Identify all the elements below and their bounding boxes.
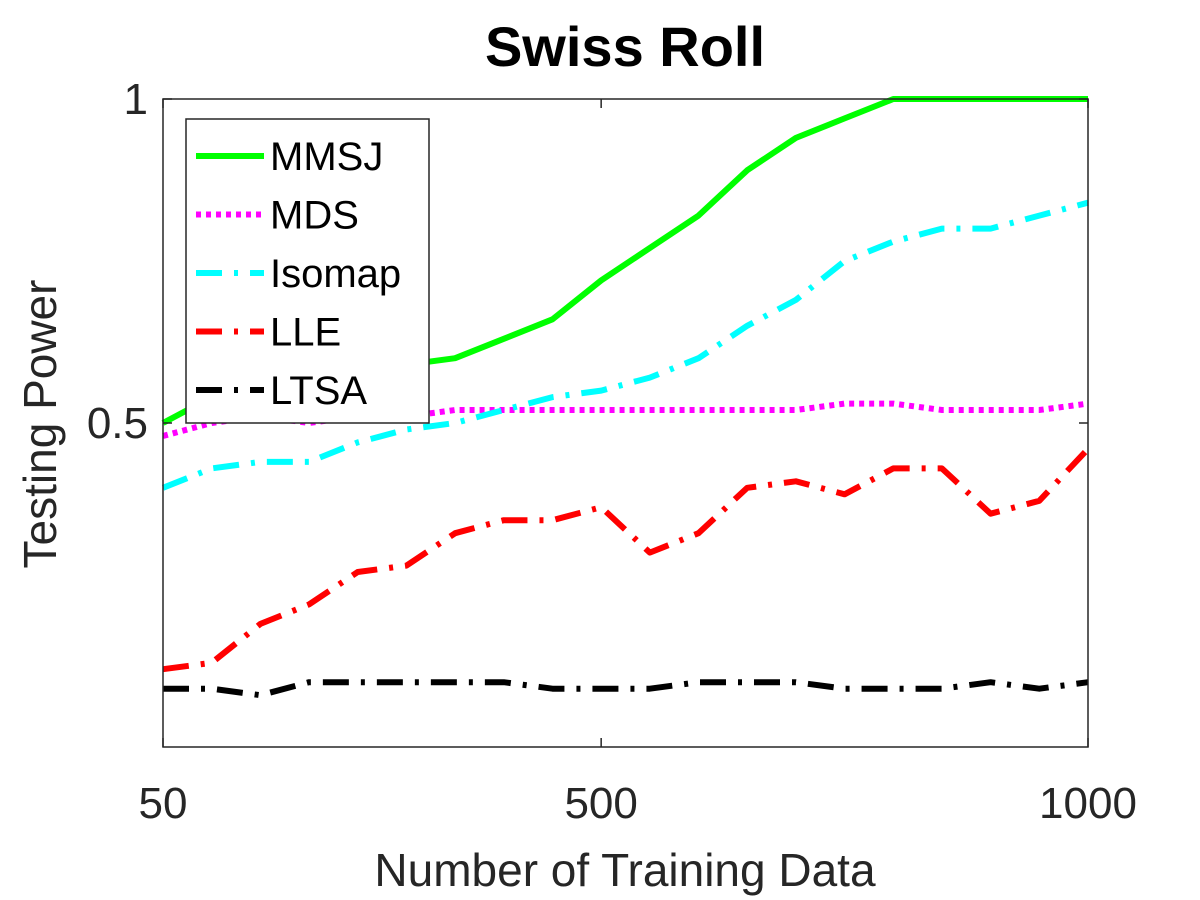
series-line-2 [161,199,1089,491]
legend-box [185,118,430,424]
legend: MMSJ MDS Isomap LLE LTSA [185,118,430,424]
x-axis-label: Number of Training Data [374,844,876,896]
legend-label-0: MMSJ [270,135,383,179]
legend-label-4: LTSA [270,369,367,413]
y-tick-label: 1 [124,75,148,124]
series-line-4 [163,679,1089,699]
y-axis-label: Testing Power [14,280,66,569]
legend-label-2: Isomap [270,252,401,296]
legend-label-3: LLE [270,311,341,355]
x-tick-label: 50 [139,779,188,828]
x-tick-label: 1000 [1039,779,1137,828]
chart-title: Swiss Roll [485,15,765,78]
y-tick-label: 0.5 [87,399,148,448]
x-tick-label: 500 [564,779,637,828]
axes-layer: 50 500 1000 0.5 1 [87,75,1137,828]
series-line-3 [162,446,1091,673]
legend-label-1: MDS [270,194,359,238]
